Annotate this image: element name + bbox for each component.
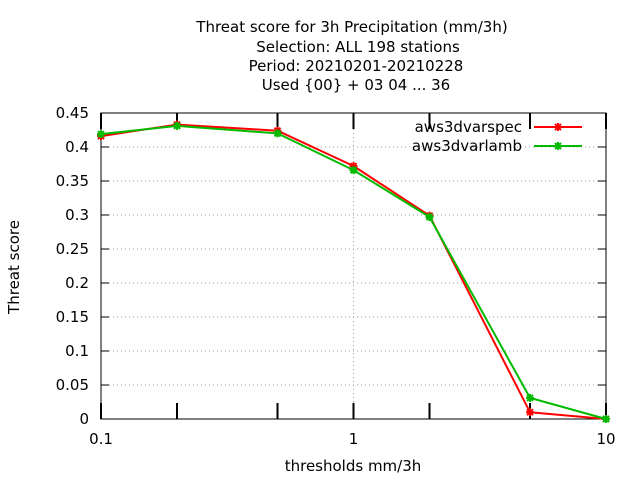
marker-d2 — [425, 213, 434, 221]
y-tick-label: 0.1 — [65, 342, 89, 360]
y-tick-label: 0.2 — [65, 274, 89, 292]
series-aws3dvarlamb — [97, 121, 610, 423]
y-axis-label: Threat score — [5, 220, 23, 315]
y-tick-label: 0.05 — [56, 376, 89, 394]
marker-d2 — [602, 415, 610, 423]
title-line-3: Period: 20210201-20210228 — [249, 57, 464, 75]
marker-d2 — [273, 129, 282, 138]
plot-frame — [100, 112, 607, 420]
data-point — [273, 129, 282, 138]
title-line-2: Selection: ALL 198 stations — [256, 38, 460, 56]
title-line-4: Used {00} + 03 04 ... 36 — [262, 76, 450, 94]
y-tick-label: 0.45 — [56, 104, 89, 122]
marker-d2 — [526, 394, 534, 402]
legend-marker — [554, 123, 562, 131]
y-tick-label: 0.25 — [56, 240, 89, 258]
data-point — [173, 121, 182, 130]
marker-d2 — [526, 408, 534, 416]
legend-marker — [554, 142, 562, 150]
chart-title: Threat score for 3h Precipitation (mm/3h… — [195, 18, 507, 94]
data-point — [602, 415, 610, 423]
x-tick-label: 10 — [596, 430, 615, 448]
y-tick-label: 0.3 — [65, 206, 89, 224]
legend-label: aws3dvarlamb — [412, 137, 522, 155]
data-point — [525, 408, 534, 417]
y-tick-labels: 0 0.05 0.1 0.15 0.2 0.25 0.3 0.35 0.4 0.45 — [56, 104, 89, 428]
data-point — [525, 393, 534, 402]
data-point — [425, 213, 434, 222]
data-point — [97, 130, 105, 139]
marker-d2 — [97, 130, 105, 138]
y-tick-label: 0 — [79, 410, 89, 428]
y-tick-label: 0.4 — [65, 138, 89, 156]
grid — [101, 113, 606, 419]
marker-d2 — [554, 123, 562, 131]
data-point — [349, 166, 358, 175]
x-axis-label: thresholds mm/3h — [285, 457, 422, 475]
legend-label: aws3dvarspec — [415, 118, 522, 136]
x-tick-labels: 0.1 1 10 — [89, 430, 615, 448]
x-tick-label: 0.1 — [89, 430, 113, 448]
x-tick-label: 1 — [349, 430, 359, 448]
data-series — [97, 120, 610, 423]
marker-d2 — [349, 166, 358, 174]
title-line-1: Threat score for 3h Precipitation (mm/3h… — [195, 18, 507, 36]
marker-d2 — [173, 122, 181, 130]
y-tick-label: 0.35 — [56, 172, 89, 190]
marker-d2 — [554, 142, 562, 150]
y-tick-label: 0.15 — [56, 308, 89, 326]
